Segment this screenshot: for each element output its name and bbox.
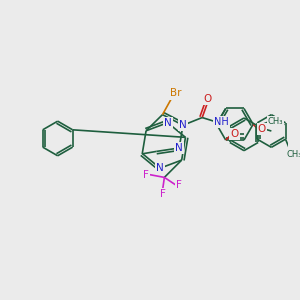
Text: N: N (156, 163, 164, 173)
Text: N: N (175, 143, 183, 153)
Text: O: O (258, 124, 266, 134)
Text: F: F (160, 189, 165, 199)
Text: F: F (143, 169, 149, 179)
Text: N: N (164, 118, 172, 128)
Text: N: N (179, 120, 187, 130)
Text: CH₃: CH₃ (268, 117, 283, 126)
Text: F: F (176, 180, 182, 190)
Text: O: O (204, 94, 212, 104)
Text: Br: Br (170, 88, 182, 98)
Text: CH₃: CH₃ (286, 150, 300, 159)
Text: O: O (230, 129, 238, 139)
Text: NH: NH (214, 117, 229, 128)
